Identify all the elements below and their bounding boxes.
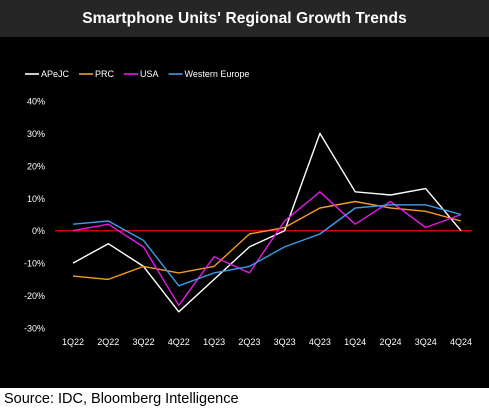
- y-tick-label: 20%: [27, 161, 45, 171]
- chart-title-bar: Smartphone Units' Regional Growth Trends: [0, 0, 489, 37]
- y-tick-label: -10%: [24, 259, 45, 269]
- divider: [0, 384, 489, 388]
- y-tick-label: -20%: [24, 291, 45, 301]
- source-bar: Source: IDC, Bloomberg Intelligence: [0, 388, 489, 411]
- y-tick-label: 10%: [27, 194, 45, 204]
- x-tick-label: 3Q22: [133, 337, 155, 347]
- x-tick-label: 2Q24: [379, 337, 401, 347]
- series-line-prc: [72, 200, 462, 281]
- y-tick-label: 30%: [27, 129, 45, 139]
- series-line-usa: [72, 191, 462, 306]
- y-tick-label: 40%: [27, 97, 45, 107]
- x-tick-label: 1Q22: [62, 337, 84, 347]
- series-line-western-europe: [72, 204, 462, 287]
- chart-title: Smartphone Units' Regional Growth Trends: [82, 9, 407, 27]
- x-tick-label: 2Q22: [97, 337, 119, 347]
- x-tick-label: 2Q23: [238, 337, 260, 347]
- x-tick-label: 3Q24: [415, 337, 437, 347]
- x-tick-label: 4Q22: [168, 337, 190, 347]
- x-tick-label: 4Q23: [309, 337, 331, 347]
- line-chart: -30% -20% -10% 0% 10% 20% 30% 40% 1Q22 2Q22 3Q22 4Q…: [24, 69, 472, 347]
- legend-label: PRC: [95, 69, 115, 79]
- x-tick-label: 1Q23: [203, 337, 225, 347]
- series-line-apejc: [72, 132, 462, 313]
- source-note: Source: IDC, Bloomberg Intelligence: [4, 391, 239, 407]
- x-tick-label: 4Q24: [450, 337, 472, 347]
- legend-label: USA: [140, 69, 159, 79]
- legend-label: APeJC: [41, 69, 70, 79]
- legend-label: Western Europe: [185, 69, 250, 79]
- y-tick-label: 0%: [32, 226, 45, 236]
- plot-area: -30% -20% -10% 0% 10% 20% 30% 40% 1Q22 2Q22 3Q22 4Q…: [5, 46, 484, 376]
- x-tick-label: 3Q23: [274, 337, 296, 347]
- y-tick-label: -30%: [24, 324, 45, 334]
- x-tick-label: 1Q24: [344, 337, 366, 347]
